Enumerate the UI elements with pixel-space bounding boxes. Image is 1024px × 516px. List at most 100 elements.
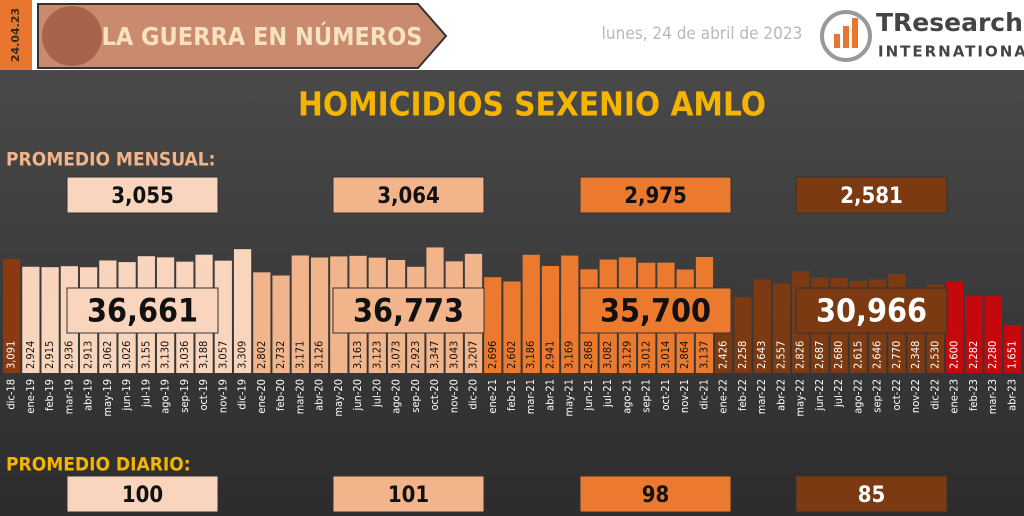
value-label: 2,770: [890, 341, 903, 369]
value-label: 3,137: [697, 341, 710, 369]
x-tick-label: feb-22: [736, 379, 749, 411]
bar: [484, 277, 502, 373]
value-label: 3,082: [601, 341, 614, 369]
value-label: 2,696: [486, 341, 499, 369]
value-label: 2,615: [851, 341, 864, 369]
monthly-value: 3,055: [111, 184, 174, 209]
value-label: 2,258: [736, 341, 749, 369]
x-tick-label: ago-20: [390, 379, 403, 414]
x-tick-label: dic-22: [928, 379, 941, 410]
monthly-value: 3,064: [377, 184, 440, 209]
value-label: 2,941: [543, 341, 556, 369]
monthly-box: [332, 176, 485, 214]
value-label: 3,207: [467, 341, 480, 369]
x-tick-label: feb-21: [505, 379, 518, 411]
x-tick-label: jun-21: [582, 379, 595, 411]
x-tick-label: jun-19: [120, 379, 133, 411]
x-tick-label: sep-20: [409, 379, 422, 413]
bar: [41, 267, 59, 373]
bar: [310, 257, 329, 373]
total-box: [332, 287, 485, 334]
bar: [291, 255, 309, 373]
x-tick-label: jul-22: [832, 379, 845, 408]
value-label: 2,282: [967, 341, 980, 369]
total-value: 36,661: [87, 292, 198, 330]
value-label: 3,091: [5, 341, 18, 369]
total-box: [579, 287, 732, 334]
monthly-value: 2,581: [840, 184, 903, 209]
x-tick-label: ene-23: [948, 379, 961, 414]
daily-value: 100: [122, 483, 163, 508]
bar: [522, 254, 540, 373]
value-label: 3,171: [293, 341, 306, 369]
value-label: 2,280: [986, 341, 999, 369]
value-label: 2,826: [794, 341, 807, 369]
value-label: 3,188: [197, 341, 210, 369]
value-label: 2,802: [255, 341, 268, 369]
x-tick-label: feb-23: [967, 379, 980, 411]
x-tick-label: nov-21: [678, 379, 691, 413]
logo-bar: [852, 18, 858, 48]
x-tick-label: may-20: [332, 379, 345, 417]
x-tick-label: oct-20: [428, 379, 441, 411]
date-tag: 24.04.23: [9, 8, 22, 62]
daily-box: [66, 475, 219, 513]
bar: [1003, 324, 1021, 373]
x-tick-label: nov-19: [216, 379, 229, 413]
logo-bar: [834, 34, 840, 48]
x-tick-label: abr-21: [543, 379, 556, 411]
x-tick-label: feb-19: [43, 379, 56, 411]
total-value: 35,700: [600, 292, 711, 330]
value-label: 2,557: [774, 341, 787, 369]
bar: [946, 281, 964, 373]
value-label: 2,600: [948, 341, 961, 369]
value-label: 2,864: [678, 341, 691, 369]
x-tick-label: mar-19: [62, 379, 75, 414]
x-tick-label: mar-22: [755, 379, 768, 414]
x-tick-label: dic-18: [5, 379, 18, 410]
x-tick-label: dic-21: [697, 379, 710, 410]
date-strip: [0, 0, 32, 70]
value-label: 3,012: [640, 341, 653, 369]
x-tick-label: nov-20: [447, 379, 460, 413]
chart-title: HOMICIDIOS SEXENIO AMLO: [298, 85, 766, 124]
logo: TResearch INTERNATIONAL: [820, 8, 1024, 62]
logo-subtext: INTERNATIONAL: [878, 43, 1024, 61]
x-tick-label: mar-20: [293, 379, 306, 414]
x-tick-label: sep-22: [871, 379, 884, 413]
daily-value: 85: [858, 483, 886, 508]
logo-ring: [820, 10, 872, 62]
x-tick-label: jul-20: [370, 379, 383, 408]
value-label: 3,043: [447, 341, 460, 369]
value-label: 2,680: [832, 341, 845, 369]
x-tick-label: may-21: [563, 379, 576, 417]
x-tick-label: oct-21: [659, 379, 672, 411]
value-label: 3,014: [659, 341, 672, 369]
bar: [541, 265, 560, 373]
x-tick-label: ago-19: [159, 379, 172, 414]
x-tick-label: ago-22: [851, 379, 864, 414]
bar: [984, 296, 1002, 373]
value-label: 2,602: [505, 341, 518, 369]
bar: [3, 259, 21, 373]
daily-value: 98: [642, 483, 670, 508]
bar: [965, 296, 983, 373]
value-label: 2,924: [24, 341, 37, 369]
value-label: 2,868: [582, 341, 595, 369]
x-tick-label: ago-21: [620, 379, 633, 414]
value-label: 3,073: [390, 341, 403, 369]
value-label: 3,062: [101, 341, 114, 369]
value-label: 3,026: [120, 341, 133, 369]
value-label: 2,426: [717, 341, 730, 369]
value-label: 2,643: [755, 341, 768, 369]
value-label: 2,936: [62, 341, 75, 369]
section-title: LA GUERRA EN NÚMEROS: [101, 21, 422, 51]
x-tick-label: mar-23: [986, 379, 999, 414]
value-label: 3,126: [313, 341, 326, 369]
monthly-label: PROMEDIO MENSUAL:: [6, 149, 216, 171]
bar: [253, 272, 271, 373]
x-tick-label: jul-19: [139, 379, 152, 408]
bar: [272, 275, 290, 373]
total-value: 36,773: [353, 292, 464, 330]
value-label: 3,129: [620, 341, 633, 369]
